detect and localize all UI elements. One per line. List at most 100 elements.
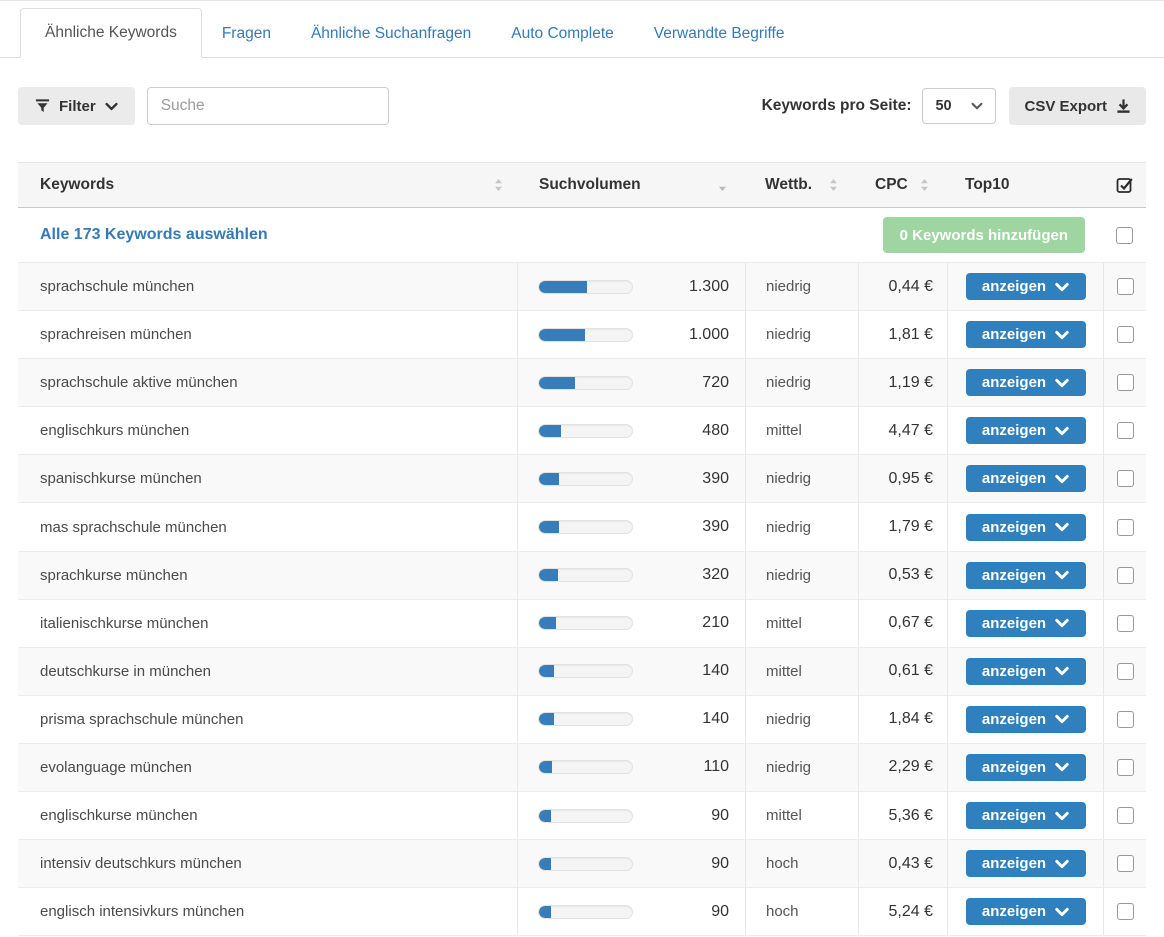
- search-input[interactable]: [146, 87, 389, 125]
- search-volume-bar: [538, 808, 633, 823]
- select-all-row: Alle 173 Keywords auswählen 0 Keywords h…: [18, 208, 1146, 263]
- cpc-value: 0,61 €: [888, 662, 933, 680]
- tab-2[interactable]: Fragen: [221, 25, 271, 42]
- chevron-down-icon: [1055, 282, 1069, 291]
- search-volume-bar: [538, 616, 633, 631]
- sort-both-icon: [830, 179, 837, 191]
- chevron-down-icon: [1055, 667, 1069, 676]
- row-checkbox[interactable]: [1116, 710, 1134, 728]
- chevron-down-icon: [972, 102, 983, 110]
- keyword-label: englisch intensivkurs münchen: [40, 903, 245, 921]
- tab-5[interactable]: Verwandte Begriffe: [653, 25, 785, 42]
- keyword-label: deutschkurse in münchen: [40, 662, 211, 680]
- competition-label: niedrig: [766, 374, 812, 392]
- per-page-select[interactable]: 50: [922, 88, 997, 124]
- sort-desc-icon: [719, 186, 726, 191]
- row-checkbox[interactable]: [1116, 422, 1134, 440]
- competition-label: niedrig: [766, 470, 812, 488]
- tab-4[interactable]: Auto Complete: [511, 25, 614, 42]
- row-checkbox[interactable]: [1116, 662, 1134, 680]
- keyword-label: sprachkurse münchen: [40, 566, 188, 584]
- chevron-down-icon: [105, 102, 118, 110]
- anzeigen-button[interactable]: anzeigen: [965, 898, 1086, 926]
- row-checkbox[interactable]: [1116, 278, 1134, 296]
- table-row: sprachreisen münchen 1.000 niedrig 1,81 …: [18, 311, 1146, 360]
- anzeigen-button[interactable]: anzeigen: [965, 802, 1086, 830]
- select-all-row-checkbox[interactable]: [1116, 226, 1133, 244]
- search-volume-bar: [538, 520, 633, 535]
- sort-both-icon: [495, 179, 502, 191]
- competition-label: mittel: [766, 422, 802, 440]
- header-suchvolumen[interactable]: Suchvolumen: [517, 176, 745, 194]
- tab-1[interactable]: Ähnliche Keywords: [20, 8, 202, 58]
- row-checkbox[interactable]: [1116, 614, 1134, 632]
- table-body: sprachschule münchen 1.300 niedrig 0,44 …: [18, 263, 1146, 937]
- anzeigen-button[interactable]: anzeigen: [965, 513, 1086, 541]
- search-volume-value: 1.000: [688, 325, 729, 343]
- anzeigen-button[interactable]: anzeigen: [965, 273, 1086, 301]
- search-volume-bar: [538, 568, 633, 583]
- row-checkbox[interactable]: [1116, 326, 1134, 344]
- filter-button-label: Filter: [59, 97, 96, 115]
- table-row: evolanguage münchen 110 niedrig 2,29 € a…: [18, 743, 1146, 793]
- row-checkbox[interactable]: [1116, 855, 1134, 873]
- csv-export-button[interactable]: CSV Export: [1009, 87, 1146, 125]
- anzeigen-button[interactable]: anzeigen: [965, 561, 1086, 589]
- keyword-label: sprachreisen münchen: [40, 326, 192, 344]
- search-volume-value: 210: [702, 614, 729, 632]
- search-volume-value: 1.300: [688, 277, 729, 295]
- search-volume-bar: [538, 712, 633, 727]
- chevron-down-icon: [1055, 907, 1069, 916]
- table-row: prisma sprachschule münchen 140 niedrig …: [18, 695, 1146, 744]
- row-checkbox[interactable]: [1116, 903, 1134, 921]
- cpc-value: 0,43 €: [888, 854, 933, 872]
- anzeigen-button[interactable]: anzeigen: [965, 850, 1086, 878]
- header-cpc[interactable]: CPC: [858, 176, 947, 194]
- table-row: italienischkurse münchen 210 mittel 0,67…: [18, 599, 1146, 648]
- anzeigen-button[interactable]: anzeigen: [965, 465, 1086, 493]
- competition-label: hoch: [766, 855, 799, 873]
- row-checkbox[interactable]: [1116, 758, 1134, 776]
- keyword-label: sprachschule aktive münchen: [40, 374, 238, 392]
- competition-label: niedrig: [766, 566, 812, 584]
- search-volume-value: 720: [702, 373, 729, 391]
- search-volume-value: 140: [702, 710, 729, 728]
- add-keywords-button[interactable]: 0 Keywords hinzufügen: [882, 217, 1085, 253]
- search-volume-bar: [538, 279, 633, 294]
- anzeigen-button[interactable]: anzeigen: [965, 705, 1086, 733]
- search-volume-bar: [538, 423, 633, 438]
- cpc-value: 1,84 €: [888, 710, 933, 728]
- keyword-label: prisma sprachschule münchen: [40, 710, 244, 728]
- header-keywords[interactable]: Keywords: [18, 176, 517, 194]
- tab-3[interactable]: Ähnliche Suchanfragen: [310, 25, 472, 42]
- row-checkbox[interactable]: [1116, 807, 1134, 825]
- search-volume-bar: [538, 375, 633, 390]
- header-select-all-checkbox[interactable]: [1103, 176, 1146, 194]
- anzeigen-button[interactable]: anzeigen: [965, 369, 1086, 397]
- keyword-label: intensiv deutschkurs münchen: [40, 855, 242, 873]
- table-row: mas sprachschule münchen 390 niedrig 1,7…: [18, 503, 1146, 552]
- chevron-down-icon: [1055, 619, 1069, 628]
- filter-button[interactable]: Filter: [18, 87, 135, 125]
- select-all-link[interactable]: Alle 173 Keywords auswählen: [40, 226, 268, 243]
- search-volume-value: 390: [702, 518, 729, 536]
- row-checkbox[interactable]: [1116, 374, 1134, 392]
- checked-checkbox-icon: [1116, 178, 1133, 193]
- competition-label: mittel: [766, 807, 802, 825]
- competition-label: mittel: [766, 662, 802, 680]
- competition-label: niedrig: [766, 278, 812, 296]
- row-checkbox[interactable]: [1116, 470, 1134, 488]
- anzeigen-button[interactable]: anzeigen: [965, 657, 1086, 685]
- anzeigen-button[interactable]: anzeigen: [965, 753, 1086, 781]
- chevron-down-icon: [1055, 570, 1069, 580]
- anzeigen-button[interactable]: anzeigen: [965, 321, 1086, 349]
- anzeigen-button[interactable]: anzeigen: [965, 609, 1086, 637]
- anzeigen-button[interactable]: anzeigen: [965, 417, 1086, 445]
- header-wettbewerb[interactable]: Wettb.: [745, 176, 858, 194]
- chevron-down-icon: [1055, 859, 1069, 868]
- table-header-row: Keywords Suchvolumen Wettb. CPC Top10: [18, 162, 1146, 208]
- table-row: sprachschule münchen 1.300 niedrig 0,44 …: [18, 263, 1146, 312]
- search-volume-value: 390: [702, 469, 729, 487]
- row-checkbox[interactable]: [1116, 566, 1134, 584]
- row-checkbox[interactable]: [1116, 518, 1134, 536]
